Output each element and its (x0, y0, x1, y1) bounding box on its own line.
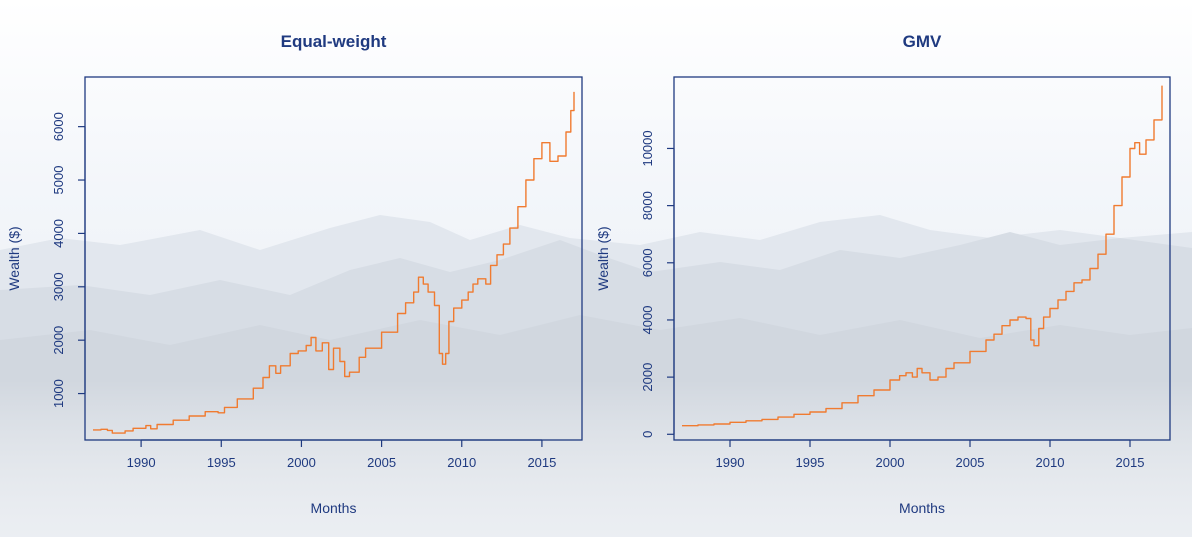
x-tick-label: 1990 (716, 455, 745, 470)
x-axis-label: Months (899, 500, 945, 516)
x-axis: 1990 1995 2000 2005 2010 2015 (127, 439, 556, 470)
y-tick-label: 1000 (51, 379, 66, 408)
y-tick-label: 6000 (640, 248, 655, 277)
fog (0, 380, 1192, 537)
x-tick-label: 2000 (876, 455, 905, 470)
x-tick-label: 2015 (1116, 455, 1145, 470)
x-tick-label: 2010 (447, 455, 476, 470)
series-line-0 (682, 85, 1163, 427)
x-tick-label: 2015 (527, 455, 556, 470)
y-tick-label: 5000 (51, 166, 66, 195)
equal-weight-chart: Equal-weight 1990 1995 2000 2005 2010 2015 Mont… (6, 32, 583, 516)
x-tick-label: 2010 (1036, 455, 1065, 470)
x-axis-label: Months (311, 500, 357, 516)
y-axis-label: Wealth ($) (595, 226, 611, 290)
chart-title: Equal-weight (281, 32, 387, 51)
y-tick-label: 2000 (51, 326, 66, 355)
x-tick-label: 2000 (287, 455, 316, 470)
x-tick-label: 1995 (796, 455, 825, 470)
x-axis: 1990 1995 2000 2005 2010 2015 (716, 439, 1145, 470)
x-tick-label: 1995 (207, 455, 236, 470)
plot-frame (673, 76, 1171, 441)
x-tick-label: 1990 (127, 455, 156, 470)
y-axis-label: Wealth ($) (6, 226, 22, 290)
series-line-0 (93, 91, 575, 434)
y-tick-label: 8000 (640, 191, 655, 220)
y-tick-label: 6000 (51, 112, 66, 141)
y-tick-label: 4000 (640, 305, 655, 334)
x-tick-label: 2005 (956, 455, 985, 470)
chart-title: GMV (903, 32, 942, 51)
y-tick-label: 10000 (640, 130, 655, 166)
y-tick-label: 4000 (51, 219, 66, 248)
y-tick-label: 0 (640, 431, 655, 438)
x-tick-label: 2005 (367, 455, 396, 470)
y-axis: 1000 2000 3000 4000 5000 6000 (51, 112, 86, 408)
y-axis: 0 2000 4000 6000 8000 10000 (640, 130, 675, 438)
y-tick-label: 3000 (51, 272, 66, 301)
y-tick-label: 2000 (640, 363, 655, 392)
